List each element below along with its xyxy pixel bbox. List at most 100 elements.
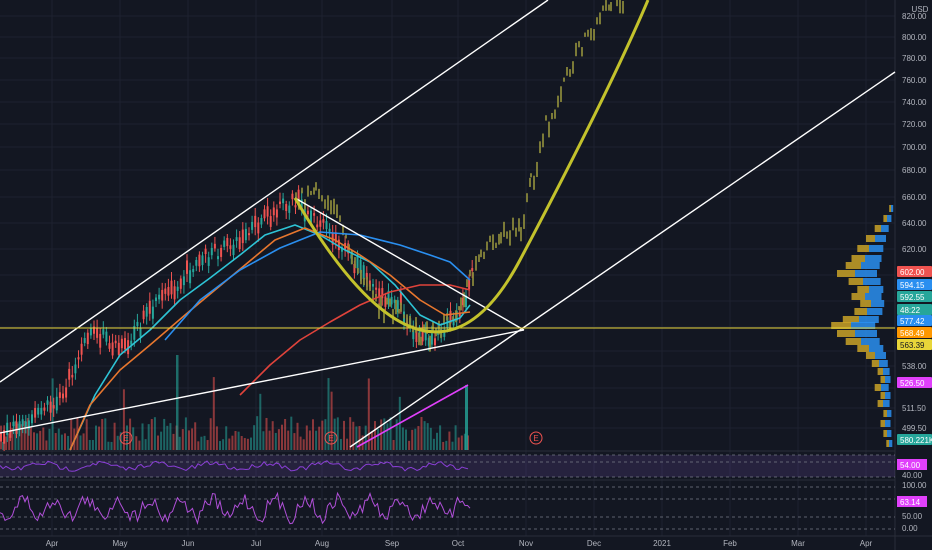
parallel-channel-trendline[interactable]: [349, 71, 896, 448]
projected-candle: [327, 195, 329, 211]
candle-body: [257, 222, 260, 234]
volume-bar: [26, 417, 29, 450]
volume-profile-up: [885, 392, 891, 399]
volume-profile-down: [857, 345, 869, 352]
volume-bar: [405, 429, 407, 450]
candle-body: [195, 259, 198, 266]
volume-profile-down: [883, 215, 887, 222]
candle-body: [232, 244, 235, 256]
price-tag[interactable]: 563.39: [897, 339, 932, 350]
candle-body: [359, 259, 362, 274]
candle-body: [275, 209, 278, 218]
volume-profile-down: [883, 410, 887, 417]
candle-body: [291, 193, 294, 200]
projected-price-path: [295, 0, 624, 352]
volume-bar: [200, 436, 203, 450]
projected-candle: [584, 32, 586, 37]
candle-body: [77, 357, 80, 360]
volume-bar: [401, 427, 404, 450]
volume-bar: [377, 428, 380, 450]
channel-lower-trendline[interactable]: [0, 329, 525, 434]
volume-bar: [352, 421, 355, 450]
price-tag-bg: [897, 279, 932, 290]
earnings-marker[interactable]: E: [119, 431, 133, 445]
projected-candle: [339, 215, 341, 222]
candle-body: [226, 237, 229, 247]
projected-candle: [563, 77, 565, 82]
volume-profile-up: [861, 262, 880, 269]
projected-candle: [536, 161, 538, 178]
volume-bar: [451, 441, 454, 450]
volume-profile-up: [887, 410, 892, 417]
candle-body: [27, 420, 30, 430]
price-tag[interactable]: 592.55: [897, 291, 932, 302]
price-tag[interactable]: 602.00: [897, 266, 932, 277]
rsi-line: [0, 460, 469, 472]
candle-body: [443, 329, 446, 337]
rsi-tag[interactable]: 54.00: [897, 459, 927, 470]
price-tag-label: 602.00: [900, 268, 925, 277]
projected-candle: [400, 302, 402, 312]
volume-profile-up: [851, 322, 876, 329]
candle-body: [58, 392, 61, 398]
trendline-drawings[interactable]: [0, 0, 896, 448]
projected-candle: [557, 95, 559, 108]
candle-body: [179, 278, 182, 289]
volume-profile-down: [874, 384, 881, 391]
candle-body: [65, 387, 68, 398]
volume-profile-down: [877, 368, 883, 375]
volume-bar: [101, 419, 104, 450]
volume-bar: [284, 419, 287, 450]
volume-bar: [333, 418, 336, 450]
volume-bar: [445, 440, 448, 450]
oscillator-panel: [0, 486, 895, 530]
earnings-marker[interactable]: E: [324, 431, 338, 445]
volume-bar: [330, 391, 333, 450]
volume-bar: [85, 419, 88, 450]
projected-candle: [378, 303, 380, 319]
price-tag[interactable]: 568.49: [897, 327, 932, 338]
projected-candle: [321, 195, 323, 202]
volume-profile-up: [889, 440, 893, 447]
volume-bar: [203, 435, 206, 450]
volume-bar: [45, 440, 48, 450]
triangle-upper-trendline[interactable]: [294, 197, 525, 331]
time-axis[interactable]: Apr May Jun Jul Aug Sep Oct Nov Dec 2021 Feb Mar Apr: [46, 539, 873, 548]
projected-candle: [318, 188, 320, 199]
price-tag[interactable]: 526.50: [897, 377, 932, 388]
price-tag[interactable]: 580.221K: [897, 434, 932, 445]
volume-bar: [98, 426, 101, 450]
channel-upper-trendline[interactable]: [0, 0, 549, 383]
volume-bar: [147, 424, 150, 450]
candle-body: [151, 306, 154, 319]
volume-bar: [110, 441, 113, 450]
time-tick-label: Sep: [385, 539, 400, 548]
price-tag[interactable]: 577.42: [897, 315, 932, 326]
candle-body: [365, 272, 368, 280]
earnings-marker[interactable]: E: [529, 431, 543, 445]
projected-candle: [599, 12, 601, 25]
parabolic-curve[interactable]: [293, 0, 650, 334]
candle-body: [9, 430, 12, 438]
projected-candle: [581, 47, 583, 57]
volume-profile-down: [860, 300, 871, 307]
volume-profile-down: [880, 392, 885, 399]
candle-body: [120, 338, 123, 349]
volume-bar: [426, 423, 429, 450]
price-tag[interactable]: 48:22: [897, 304, 932, 315]
price-tag-bg: [897, 434, 932, 445]
volume-bar: [20, 424, 23, 450]
volume-trendline[interactable]: [356, 384, 469, 448]
volume-bar: [122, 389, 125, 450]
candle-body: [263, 209, 266, 219]
volume-bar: [324, 419, 327, 450]
time-tick-label: Apr: [46, 539, 59, 548]
volume-profile-up: [869, 245, 884, 252]
sma-long-line: [239, 284, 471, 396]
price-tag[interactable]: 594.15: [897, 279, 932, 290]
volume-bar: [191, 428, 194, 450]
oscillator-tag[interactable]: 63.14: [897, 496, 927, 507]
volume-bar: [70, 419, 73, 450]
